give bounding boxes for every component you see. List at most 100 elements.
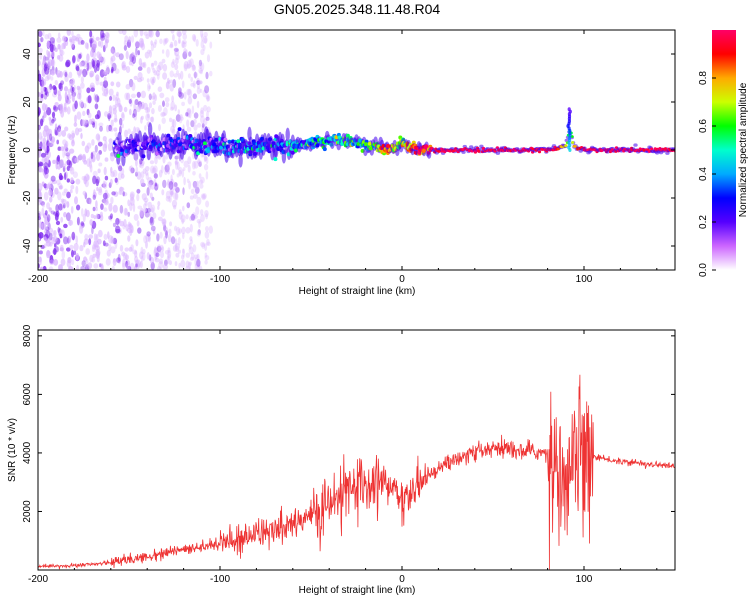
spectrogram-noise-dot bbox=[150, 62, 154, 67]
spectrogram-noise-dot bbox=[89, 118, 92, 125]
spectrogram-noise-dot bbox=[144, 211, 150, 218]
spectrogram-noise-dot bbox=[66, 159, 71, 166]
spectrogram-noise-dot bbox=[116, 97, 121, 106]
spectrogram-noise-dot bbox=[131, 55, 136, 63]
spectrogram-noise-dot bbox=[82, 213, 86, 223]
spectrogram-noise-dot bbox=[154, 257, 160, 263]
spectrogram-noise-dot bbox=[38, 256, 42, 263]
spectrogram-noise-dot bbox=[132, 203, 136, 213]
spectrogram-noise-dot bbox=[137, 77, 143, 83]
spectrogram-noise-dot bbox=[149, 216, 155, 226]
spectrogram-noise-dot bbox=[114, 132, 119, 138]
spectrogram-noise-dot bbox=[44, 216, 50, 225]
spectrogram-noise-dot bbox=[193, 131, 198, 138]
spectrogram-noise-dot bbox=[196, 231, 201, 237]
spectrogram-noise-dot bbox=[43, 110, 47, 117]
spectrogram-noise-dot bbox=[110, 57, 114, 66]
spectrogram-noise-dot bbox=[49, 133, 53, 141]
spectrogram-noise-dot bbox=[145, 208, 148, 214]
spectrogram-noise-dot bbox=[98, 186, 103, 193]
snr-background bbox=[38, 330, 675, 570]
spectrogram-noise-dot bbox=[105, 258, 111, 266]
spectrogram-noise-dot bbox=[110, 213, 113, 220]
spectrogram-x-tick-label: -200 bbox=[28, 274, 48, 285]
spectrogram-noise-dot bbox=[112, 222, 117, 228]
spectrogram-noise-dot bbox=[107, 113, 112, 120]
spectrogram-noise-dot bbox=[50, 138, 55, 147]
spectrogram-noise-dot bbox=[145, 34, 150, 40]
spectrogram-noise-dot bbox=[48, 142, 54, 148]
spectrogram-noise-dot bbox=[134, 50, 138, 58]
spectrogram-noise-dot bbox=[93, 93, 97, 101]
spectrogram-noise-dot bbox=[157, 86, 163, 92]
spectrogram-noise-dot bbox=[150, 116, 155, 123]
spectrogram-noise-dot bbox=[46, 91, 49, 97]
spectrogram-noise-dot bbox=[111, 191, 116, 196]
spectrogram-noise-dot bbox=[129, 53, 135, 62]
chart-title: GN05.2025.348.11.48.R04 bbox=[274, 1, 441, 17]
spectrogram-noise-dot bbox=[144, 51, 150, 59]
spectrogram-noise-dot bbox=[117, 253, 121, 262]
spectrogram-noise-dot bbox=[95, 200, 98, 209]
spectrogram-noise-dot bbox=[185, 112, 189, 117]
spectrogram-noise-dot bbox=[145, 166, 150, 172]
spectrogram-noise-dot bbox=[182, 33, 187, 40]
spectrogram-noise-dot bbox=[113, 118, 118, 123]
spectrogram-noise-dot bbox=[130, 35, 135, 43]
spectrogram-noise-dot bbox=[154, 182, 158, 187]
spectrogram-noise-dot bbox=[187, 164, 191, 173]
spectrogram-noise-dot bbox=[190, 252, 195, 260]
spectrogram-noise-dot bbox=[95, 74, 100, 82]
spectrogram-noise-dot bbox=[161, 117, 166, 124]
spectrogram-noise-dot bbox=[75, 65, 80, 72]
spectrogram-noise-dot bbox=[57, 93, 62, 102]
spectrogram-noise-dot bbox=[128, 78, 134, 88]
spectrogram-noise-dot bbox=[154, 94, 158, 102]
spectrogram-noise-dot bbox=[162, 63, 168, 72]
spectrogram-noise-dot bbox=[157, 216, 163, 222]
spectrogram-noise-dot bbox=[76, 85, 81, 91]
spectrogram-noise-dot bbox=[59, 49, 65, 56]
spectrogram-ridge-point bbox=[650, 147, 654, 151]
spectrogram-noise-dot bbox=[132, 249, 138, 255]
spectrogram-noise-dot bbox=[174, 225, 178, 232]
spectrogram-noise-dot bbox=[141, 38, 144, 46]
spectrogram-x-tick-label: -100 bbox=[210, 274, 230, 285]
spectrogram-noise-dot bbox=[90, 49, 94, 58]
spectrogram-noise-dot bbox=[182, 187, 185, 196]
spectrogram-noise-dot bbox=[130, 93, 137, 99]
spectrogram-noise-dot bbox=[196, 77, 200, 83]
spectrogram-noise-dot bbox=[102, 70, 108, 76]
spectrogram-noise-dot bbox=[51, 179, 58, 185]
spectrogram-noise-dot bbox=[57, 32, 61, 39]
spectrogram-noise-dot bbox=[123, 40, 127, 47]
spectrogram-noise-dot bbox=[174, 191, 179, 201]
spectrogram-noise-dot bbox=[129, 165, 134, 174]
spectrogram-noise-dot bbox=[189, 216, 193, 222]
spectrogram-noise-dot bbox=[133, 266, 137, 270]
spectrogram-noise-dot bbox=[45, 183, 52, 189]
spectrogram-noise-dot bbox=[172, 79, 177, 88]
spectrogram-noise-dot bbox=[196, 196, 202, 206]
spectrogram-noise-dot bbox=[124, 92, 129, 101]
spectrogram-noise-dot bbox=[188, 51, 192, 57]
spectrogram-noise-dot bbox=[151, 62, 155, 70]
spectrogram-noise-dot bbox=[134, 250, 138, 258]
spectrogram-noise-dot bbox=[97, 168, 101, 174]
spectrogram-noise-dot bbox=[38, 250, 43, 255]
spectrogram-noise-dot bbox=[192, 244, 197, 253]
spectrogram-noise-dot bbox=[56, 37, 62, 43]
spectrogram-noise-dot bbox=[43, 191, 49, 201]
spectrogram-noise-dot bbox=[81, 140, 86, 147]
spectrogram-ridge-point bbox=[141, 154, 146, 159]
spectrogram-noise-dot bbox=[164, 250, 170, 255]
spectrogram-noise-dot bbox=[204, 255, 210, 261]
spectrogram-ridge-point bbox=[293, 148, 298, 153]
spectrogram-noise-dot bbox=[70, 206, 74, 214]
spectrogram-noise-dot bbox=[97, 141, 103, 147]
spectrogram-noise-dot bbox=[135, 263, 138, 268]
spectrogram-noise-dot bbox=[127, 211, 130, 217]
spectrogram-noise-dot bbox=[69, 219, 72, 226]
spectrogram-noise-dot bbox=[77, 92, 81, 100]
spectrogram-noise-dot bbox=[169, 43, 174, 49]
